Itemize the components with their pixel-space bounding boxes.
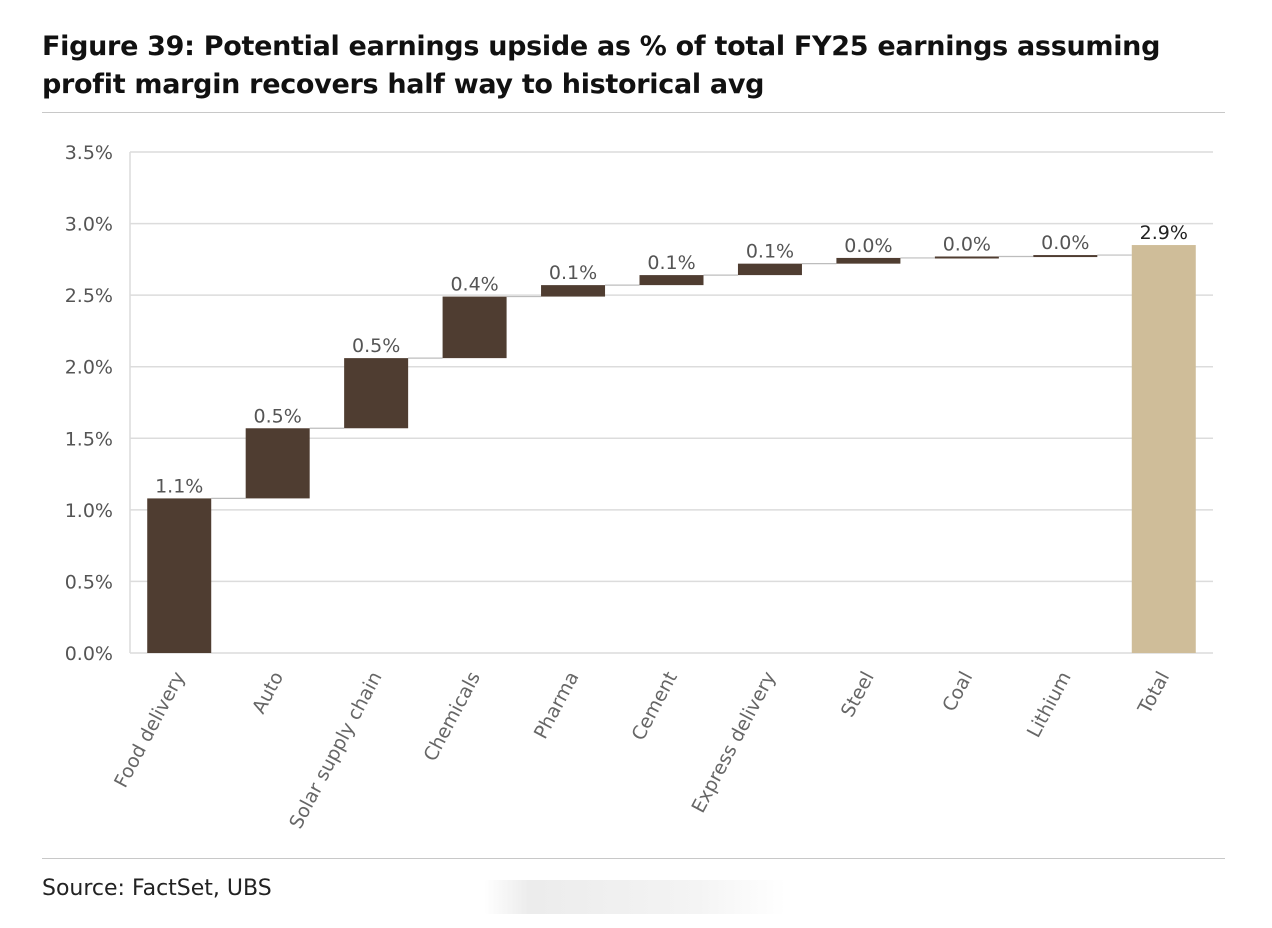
- x-tick-label: Steel: [837, 668, 879, 721]
- x-tick-label: Cement: [627, 668, 681, 744]
- data-label: 1.1%: [155, 475, 203, 497]
- data-label: 0.1%: [647, 252, 695, 274]
- data-label: 0.4%: [450, 274, 498, 296]
- y-axis-ticks: 0.0% 0.5% 1.0% 1.5% 2.0% 2.5% 3.0% 3.5%: [65, 142, 113, 665]
- bar: [442, 296, 507, 359]
- source-note: Source: FactSet, UBS: [42, 876, 272, 901]
- x-tick-label: Total: [1133, 668, 1174, 718]
- gridlines: [129, 151, 1213, 654]
- watermark: [484, 880, 786, 914]
- chart-title: Figure 39: Potential earnings upside as …: [42, 31, 1161, 100]
- x-tick-label: Food delivery: [110, 668, 189, 791]
- bar: [344, 358, 409, 429]
- y-tick-label: 1.5%: [65, 428, 113, 450]
- bars: [147, 245, 1196, 654]
- bar: [934, 256, 999, 259]
- bar: [1033, 255, 1098, 258]
- bar: [245, 428, 310, 499]
- x-tick-label: Express delivery: [687, 668, 780, 817]
- data-labels: 1.1% 0.5% 0.5% 0.4% 0.1% 0.1% 0.1% 0.0% 0.0% 0.0%…: [155, 222, 1188, 497]
- x-tick-label: Chemicals: [420, 668, 485, 765]
- bar: [147, 498, 212, 653]
- y-tick-label: 1.0%: [65, 500, 113, 522]
- x-tick-label: Pharma: [530, 668, 584, 743]
- data-label: 0.0%: [844, 235, 892, 257]
- y-tick-label: 2.5%: [65, 285, 113, 307]
- data-label: 0.5%: [352, 335, 400, 357]
- y-tick-label: 3.5%: [65, 142, 113, 164]
- data-label: 0.0%: [943, 233, 991, 255]
- y-tick-label: 0.5%: [65, 571, 113, 593]
- bar: [639, 275, 704, 286]
- bar-total: [1131, 245, 1196, 654]
- bar: [836, 257, 901, 264]
- bar: [737, 263, 802, 276]
- data-label: 0.1%: [549, 262, 597, 284]
- data-label: 0.5%: [254, 405, 302, 427]
- y-tick-label: 3.0%: [65, 214, 113, 236]
- x-tick-label: Auto: [248, 668, 288, 717]
- y-tick-label: 2.0%: [65, 357, 113, 379]
- data-label: 0.1%: [746, 241, 794, 263]
- title-divider: [42, 112, 1225, 113]
- bar: [541, 285, 606, 297]
- footer-divider: [42, 858, 1225, 859]
- data-label: 2.9%: [1140, 222, 1188, 244]
- data-label: 0.0%: [1041, 232, 1089, 254]
- x-tick-label: Coal: [938, 668, 977, 715]
- bar-connectors: [211, 254, 1132, 500]
- y-tick-label: 0.0%: [65, 643, 113, 665]
- x-tick-label: Solar supply chain: [285, 668, 386, 832]
- x-tick-label: Lithium: [1023, 668, 1076, 741]
